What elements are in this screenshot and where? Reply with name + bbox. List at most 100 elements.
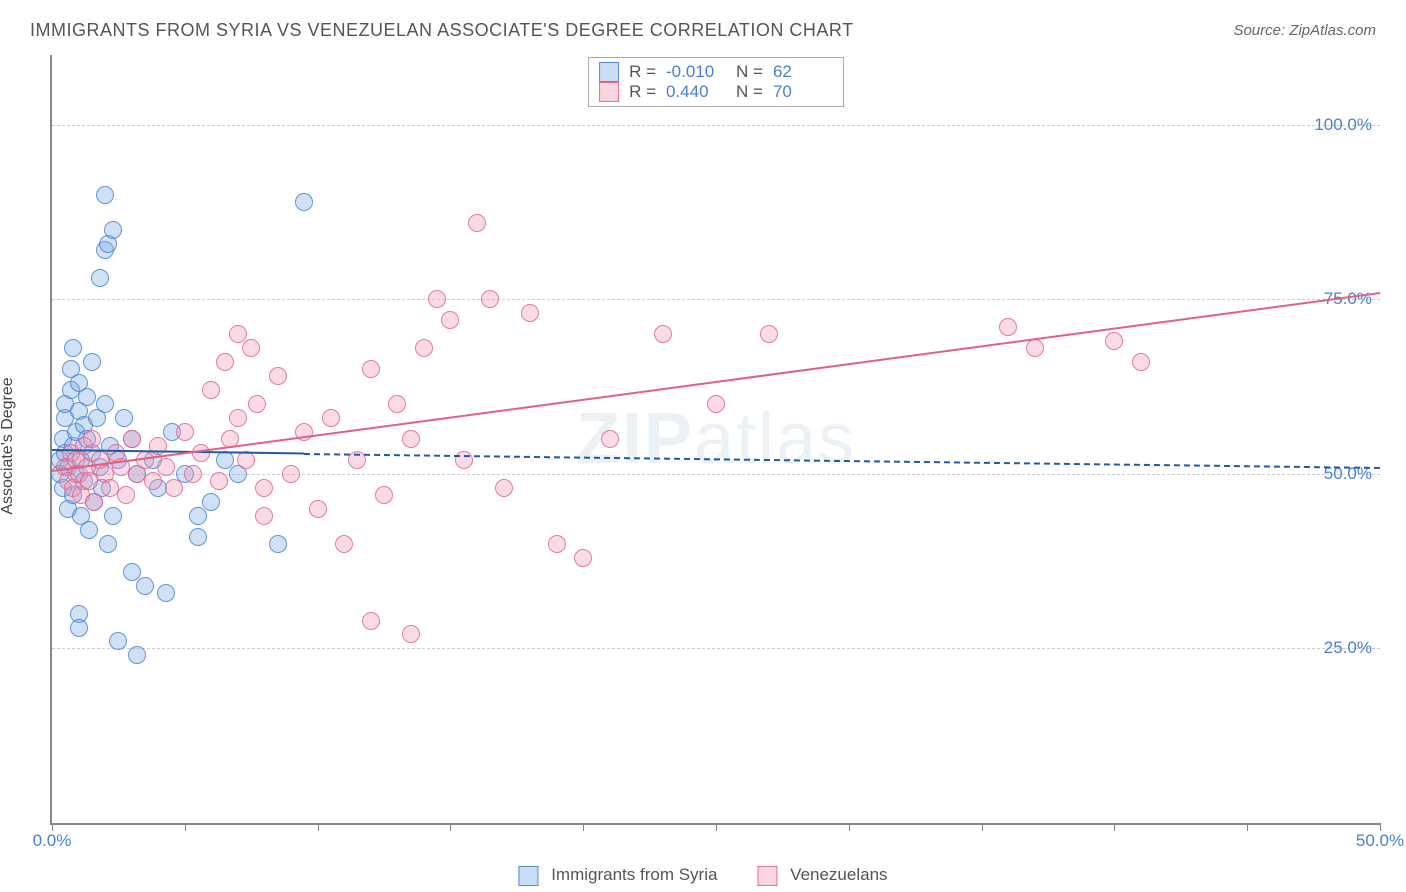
data-point bbox=[1105, 332, 1123, 350]
gridline bbox=[52, 474, 1380, 475]
data-point bbox=[375, 486, 393, 504]
data-point bbox=[184, 465, 202, 483]
data-point bbox=[123, 430, 141, 448]
x-tick bbox=[52, 823, 53, 831]
gridline bbox=[52, 648, 1380, 649]
data-point bbox=[1132, 353, 1150, 371]
data-point bbox=[441, 311, 459, 329]
correlation-legend: R = -0.010 N = 62 R = 0.440 N = 70 bbox=[588, 57, 844, 107]
data-point bbox=[70, 619, 88, 637]
data-point bbox=[96, 395, 114, 413]
legend-swatch-blue bbox=[599, 62, 619, 82]
data-point bbox=[322, 409, 340, 427]
x-tick bbox=[1114, 823, 1115, 831]
legend-row-syria: R = -0.010 N = 62 bbox=[599, 62, 833, 82]
x-tick-label: 0.0% bbox=[33, 831, 72, 851]
data-point bbox=[136, 577, 154, 595]
legend-r-value-syria: -0.010 bbox=[666, 62, 726, 82]
data-point bbox=[521, 304, 539, 322]
data-point bbox=[157, 458, 175, 476]
legend-label-venezuela: Venezuelans bbox=[790, 865, 887, 884]
data-point bbox=[83, 430, 101, 448]
data-point bbox=[115, 409, 133, 427]
data-point bbox=[468, 214, 486, 232]
legend-n-label: N = bbox=[736, 62, 763, 82]
y-axis-title: Associate's Degree bbox=[0, 377, 17, 514]
data-point bbox=[99, 535, 117, 553]
data-point bbox=[1026, 339, 1044, 357]
x-tick-label: 50.0% bbox=[1356, 831, 1404, 851]
data-point bbox=[255, 479, 273, 497]
data-point bbox=[707, 395, 725, 413]
data-point bbox=[85, 493, 103, 511]
data-point bbox=[216, 353, 234, 371]
x-tick bbox=[1380, 823, 1381, 831]
x-tick bbox=[185, 823, 186, 831]
data-point bbox=[157, 584, 175, 602]
legend-r-value-venezuela: 0.440 bbox=[666, 82, 726, 102]
data-point bbox=[91, 269, 109, 287]
data-point bbox=[282, 465, 300, 483]
x-tick bbox=[583, 823, 584, 831]
legend-r-label: R = bbox=[629, 62, 656, 82]
data-point bbox=[189, 528, 207, 546]
x-tick bbox=[982, 823, 983, 831]
legend-swatch-pink bbox=[757, 866, 777, 886]
data-point bbox=[760, 325, 778, 343]
data-point bbox=[999, 318, 1017, 336]
source-attribution: Source: ZipAtlas.com bbox=[1233, 22, 1376, 39]
data-point bbox=[335, 535, 353, 553]
data-point bbox=[96, 186, 114, 204]
data-point bbox=[104, 507, 122, 525]
scatter-plot-area: ZIPatlas R = -0.010 N = 62 R = 0.440 N =… bbox=[50, 55, 1380, 825]
data-point bbox=[654, 325, 672, 343]
x-tick bbox=[450, 823, 451, 831]
data-point bbox=[269, 535, 287, 553]
data-point bbox=[117, 486, 135, 504]
legend-n-label: N = bbox=[736, 82, 763, 102]
data-point bbox=[83, 353, 101, 371]
data-point bbox=[402, 430, 420, 448]
data-point bbox=[229, 409, 247, 427]
data-point bbox=[202, 493, 220, 511]
x-tick bbox=[1247, 823, 1248, 831]
data-point bbox=[362, 360, 380, 378]
gridline bbox=[52, 299, 1380, 300]
data-point bbox=[269, 367, 287, 385]
watermark-strong: ZIP bbox=[576, 399, 694, 479]
y-tick-label: 25.0% bbox=[1324, 638, 1372, 658]
data-point bbox=[481, 290, 499, 308]
trend-line bbox=[52, 292, 1380, 472]
data-point bbox=[255, 507, 273, 525]
data-point bbox=[388, 395, 406, 413]
data-point bbox=[309, 500, 327, 518]
legend-swatch-pink bbox=[599, 82, 619, 102]
x-tick bbox=[318, 823, 319, 831]
data-point bbox=[362, 612, 380, 630]
legend-swatch-blue bbox=[518, 866, 538, 886]
data-point bbox=[128, 646, 146, 664]
legend-row-venezuela: R = 0.440 N = 70 bbox=[599, 82, 833, 102]
data-point bbox=[202, 381, 220, 399]
data-point bbox=[415, 339, 433, 357]
data-point bbox=[176, 423, 194, 441]
data-point bbox=[165, 479, 183, 497]
data-point bbox=[495, 479, 513, 497]
x-tick bbox=[716, 823, 717, 831]
series-legend: Immigrants from Syria Venezuelans bbox=[518, 865, 887, 886]
data-point bbox=[455, 451, 473, 469]
data-point bbox=[242, 339, 260, 357]
data-point bbox=[248, 395, 266, 413]
y-tick-label: 100.0% bbox=[1314, 115, 1372, 135]
data-point bbox=[78, 388, 96, 406]
gridline bbox=[52, 125, 1380, 126]
data-point bbox=[210, 472, 228, 490]
data-point bbox=[574, 549, 592, 567]
data-point bbox=[64, 339, 82, 357]
legend-item-venezuela: Venezuelans bbox=[757, 865, 887, 886]
legend-label-syria: Immigrants from Syria bbox=[551, 865, 717, 884]
data-point bbox=[109, 632, 127, 650]
data-point bbox=[189, 507, 207, 525]
data-point bbox=[80, 521, 98, 539]
data-point bbox=[144, 472, 162, 490]
